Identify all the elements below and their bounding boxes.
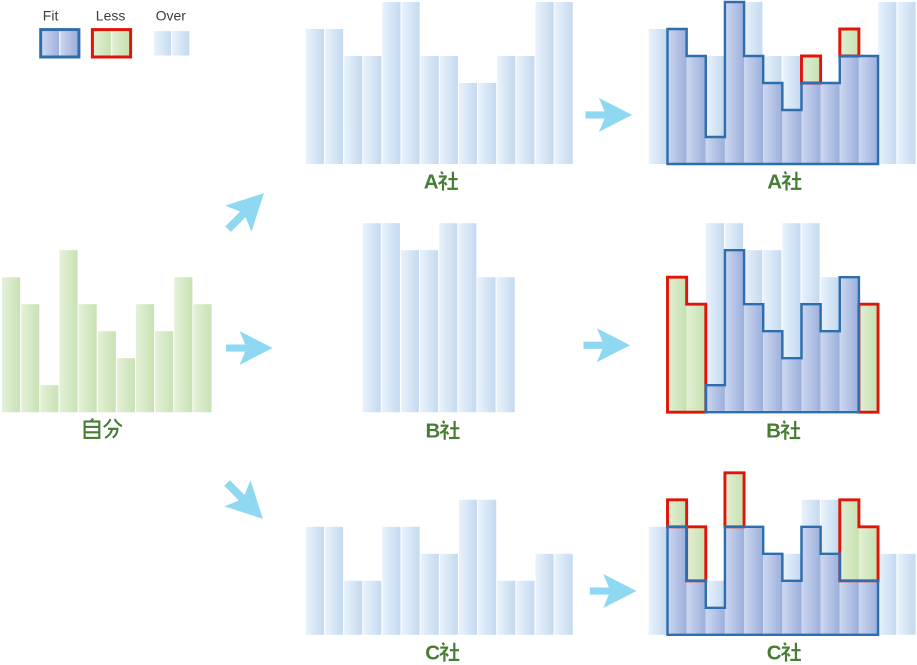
svg-text:C: C <box>767 642 782 665</box>
svg-text:C: C <box>425 642 440 665</box>
svg-text:B: B <box>766 420 781 443</box>
svg-text:Over: Over <box>156 8 187 24</box>
svg-text:A: A <box>767 170 782 193</box>
svg-text:Less: Less <box>96 8 126 24</box>
svg-text:Fit: Fit <box>43 8 59 24</box>
svg-text:B: B <box>425 420 440 443</box>
svg-text:A: A <box>424 170 439 193</box>
